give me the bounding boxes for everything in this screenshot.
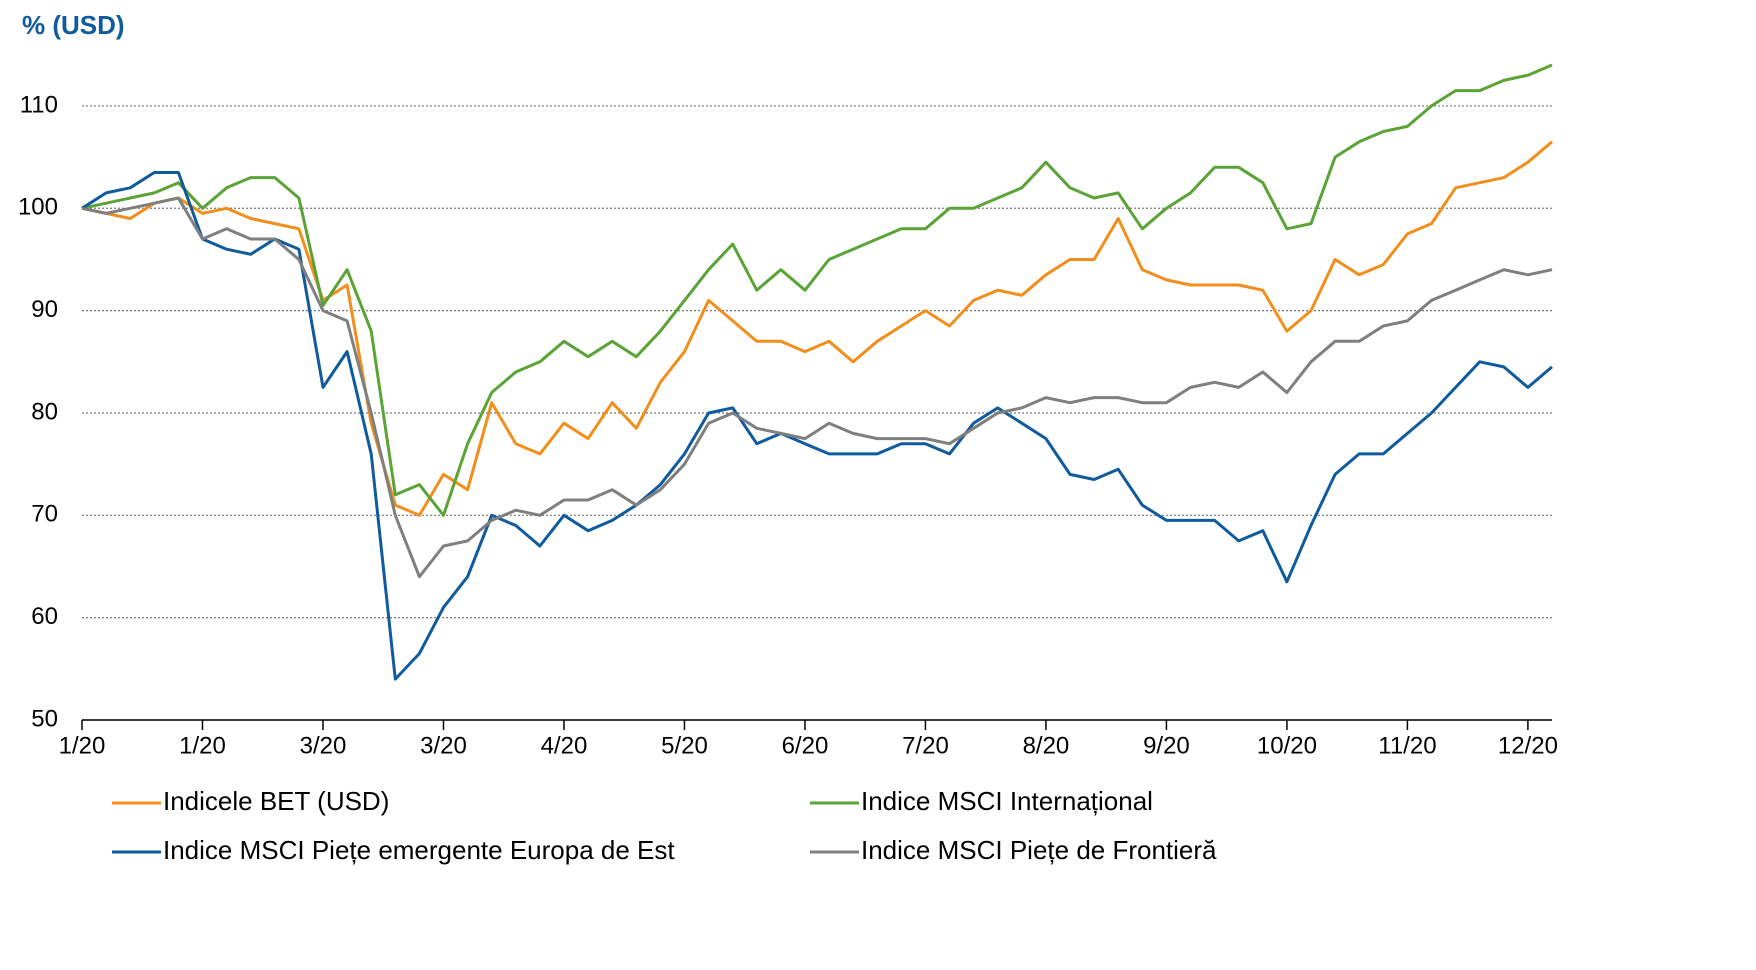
y-tick-label: 60: [31, 603, 58, 630]
legend-label: Indice MSCI Piețe emergente Europa de Es…: [163, 835, 675, 865]
legend-label: Indice MSCI Piețe de Frontieră: [861, 835, 1217, 865]
x-tick-label: 3/20: [300, 732, 347, 759]
y-tick-label: 90: [31, 296, 58, 323]
x-tick-label: 8/20: [1023, 732, 1070, 759]
y-tick-label: 110: [20, 91, 58, 118]
x-tick-label: 1/20: [59, 732, 106, 759]
y-tick-label: 70: [31, 501, 58, 528]
y-tick-label: 80: [31, 398, 58, 425]
x-tick-label: 11/20: [1378, 732, 1436, 759]
axis-label: % (USD): [22, 10, 125, 40]
y-tick-label: 100: [18, 194, 58, 221]
x-tick-label: 9/20: [1143, 732, 1190, 759]
legend-label: Indicele BET (USD): [163, 786, 389, 816]
x-tick-label: 7/20: [902, 732, 949, 759]
x-tick-label: 6/20: [782, 732, 829, 759]
legend-label: Indice MSCI Internațional: [861, 786, 1153, 816]
x-tick-label: 12/20: [1498, 732, 1558, 759]
y-tick-label: 50: [31, 705, 58, 732]
series-line: [81, 140, 1553, 517]
grid: [82, 105, 1552, 721]
series-line: [81, 196, 1553, 579]
series-line: [81, 171, 1553, 681]
x-tick-label: 10/20: [1257, 732, 1317, 759]
x-tick-label: 1/20: [179, 732, 226, 759]
legend: Indicele BET (USD) Indice MSCI Internațio…: [112, 786, 1217, 865]
x-tick-label: 3/20: [420, 732, 467, 759]
x-tick-label: 4/20: [541, 732, 588, 759]
lines: [81, 63, 1553, 681]
x-tick-label: 5/20: [661, 732, 708, 759]
series-line: [81, 63, 1553, 517]
axes: 50 60 70 80 90 100 110 1/20 1/20 3/20 3/20 4/20 5/20…: [18, 91, 1558, 759]
